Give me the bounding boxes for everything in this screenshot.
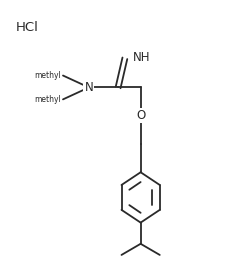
Text: O: O	[136, 109, 145, 122]
Text: methyl: methyl	[34, 95, 61, 104]
Text: HCl: HCl	[16, 21, 39, 34]
Text: methyl: methyl	[34, 71, 61, 80]
Text: N: N	[85, 81, 93, 94]
Text: NH: NH	[133, 51, 150, 64]
